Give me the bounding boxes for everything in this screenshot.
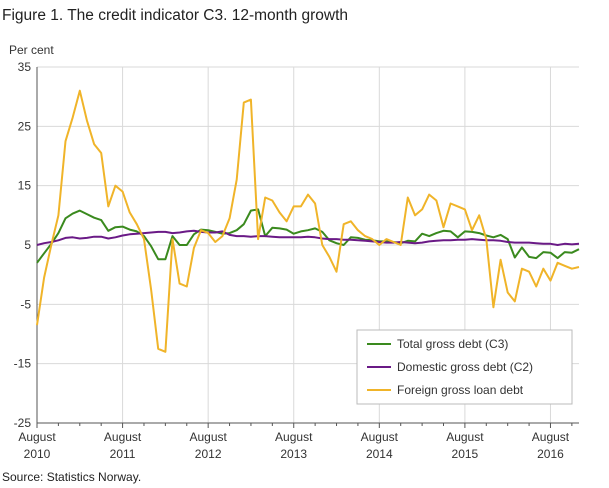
y-tick-label: 15 [18, 179, 32, 193]
series-line-2 [36, 229, 580, 246]
legend-label: Domestic gross debt (C2) [397, 360, 533, 374]
series-line-1 [36, 208, 580, 264]
y-tick-label: 5 [24, 238, 31, 252]
legend-label: Foreign gross loan debt [397, 383, 524, 397]
y-tick-label: -15 [14, 357, 32, 371]
y-tick-label: -25 [14, 416, 32, 430]
chart-title: Figure 1. The credit indicator C3. 12-mo… [2, 7, 349, 24]
source-note: Source: Statistics Norway. [2, 470, 142, 484]
x-tick-label-year: 2011 [110, 447, 136, 461]
y-tick-label: 35 [18, 60, 32, 74]
x-tick-label: August [189, 430, 227, 444]
y-tick-label: 25 [18, 119, 32, 133]
legend-box [356, 329, 573, 405]
x-tick-label-year: 2012 [195, 447, 222, 461]
x-tick-label-year: 2013 [280, 447, 307, 461]
x-tick-label: August [532, 430, 570, 444]
y-axis-label: Per cent [9, 43, 54, 57]
x-tick-label-year: 2010 [24, 447, 51, 461]
x-tick-label: August [18, 430, 56, 444]
x-tick-label-year: 2016 [537, 447, 564, 461]
series-lines [36, 89, 580, 353]
x-tick-label: August [275, 430, 313, 444]
legend: Total gross debt (C3) Domestic gross debt… [356, 329, 573, 405]
legend-label: Total gross debt (C3) [397, 337, 508, 351]
x-tick-label: August [361, 430, 399, 444]
series-line-3 [36, 89, 580, 353]
x-tick-label: August [446, 430, 484, 444]
axes: 3525155-5-15-25August2010August2011Augus… [14, 60, 579, 461]
x-tick-label-year: 2015 [452, 447, 479, 461]
x-tick-label: August [104, 430, 142, 444]
y-tick-label: -5 [20, 297, 31, 311]
x-tick-label-year: 2014 [366, 447, 393, 461]
